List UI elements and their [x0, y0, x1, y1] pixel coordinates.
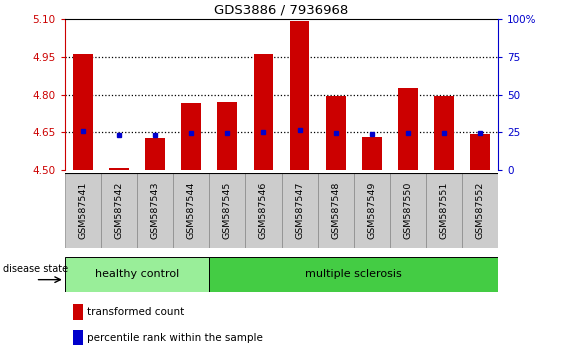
Bar [354, 173, 390, 248]
Text: GSM587541: GSM587541 [78, 182, 87, 239]
Text: GSM587548: GSM587548 [331, 182, 340, 239]
Bar [65, 257, 209, 292]
Bar [318, 173, 354, 248]
Bar [326, 96, 346, 170]
Text: GSM587544: GSM587544 [187, 182, 196, 239]
Bar [209, 257, 498, 292]
Bar [398, 88, 418, 170]
Bar [282, 173, 318, 248]
Bar [145, 138, 165, 170]
Bar [253, 54, 274, 170]
Bar [173, 173, 209, 248]
Bar [289, 21, 310, 170]
Bar [462, 173, 498, 248]
Bar [73, 304, 83, 320]
Text: GSM587549: GSM587549 [367, 182, 376, 239]
Text: GSM587547: GSM587547 [295, 182, 304, 239]
Bar [245, 173, 282, 248]
Bar [73, 330, 83, 346]
Text: healthy control: healthy control [95, 269, 179, 279]
Bar [426, 173, 462, 248]
Text: GSM587546: GSM587546 [259, 182, 268, 239]
Bar [73, 54, 93, 170]
Text: multiple sclerosis: multiple sclerosis [305, 269, 402, 279]
Text: GSM587552: GSM587552 [476, 182, 485, 239]
Text: GSM587550: GSM587550 [404, 182, 413, 239]
Bar [181, 103, 201, 170]
Title: GDS3886 / 7936968: GDS3886 / 7936968 [215, 4, 348, 17]
Bar [217, 102, 237, 170]
Bar [470, 134, 490, 170]
Bar [101, 173, 137, 248]
Text: GSM587551: GSM587551 [440, 182, 449, 239]
Text: GSM587543: GSM587543 [150, 182, 159, 239]
Text: GSM587542: GSM587542 [114, 182, 123, 239]
Bar [209, 173, 245, 248]
Text: disease state: disease state [3, 264, 68, 274]
Bar [362, 137, 382, 170]
Bar [109, 168, 129, 170]
Bar [434, 96, 454, 170]
Text: transformed count: transformed count [87, 307, 185, 317]
Bar [65, 173, 101, 248]
Bar [390, 173, 426, 248]
Text: percentile rank within the sample: percentile rank within the sample [87, 333, 263, 343]
Text: GSM587545: GSM587545 [223, 182, 232, 239]
Bar [137, 173, 173, 248]
